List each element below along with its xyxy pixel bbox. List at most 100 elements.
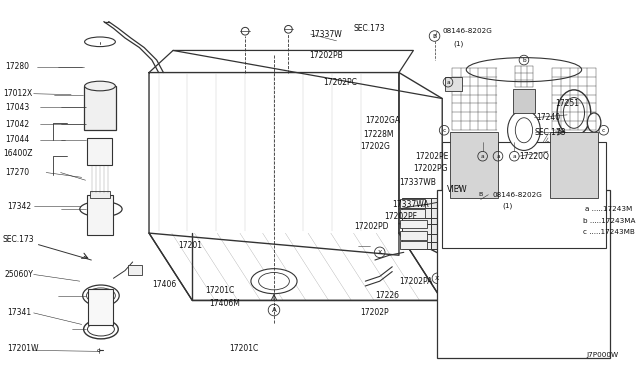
Text: SEC.173: SEC.173 bbox=[354, 24, 385, 33]
Ellipse shape bbox=[90, 91, 111, 98]
Bar bbox=[402, 224, 431, 234]
Text: SEC.173: SEC.173 bbox=[3, 235, 35, 244]
Bar bbox=[509, 150, 538, 161]
Text: 17342: 17342 bbox=[8, 202, 32, 211]
Text: VIEW: VIEW bbox=[447, 185, 468, 194]
Text: 17226: 17226 bbox=[375, 291, 399, 300]
Bar bbox=[550, 132, 598, 198]
Text: 17201: 17201 bbox=[178, 241, 202, 250]
Text: 17220Q: 17220Q bbox=[519, 152, 549, 161]
Text: X: X bbox=[378, 250, 382, 255]
Ellipse shape bbox=[557, 90, 591, 136]
Text: c: c bbox=[602, 128, 605, 133]
Ellipse shape bbox=[92, 103, 109, 111]
Bar bbox=[400, 241, 427, 250]
Ellipse shape bbox=[88, 102, 113, 113]
Ellipse shape bbox=[83, 285, 119, 306]
Text: 17044: 17044 bbox=[5, 135, 29, 144]
Text: 17280: 17280 bbox=[5, 62, 29, 71]
Bar bbox=[442, 142, 605, 247]
Bar bbox=[402, 208, 431, 218]
Bar bbox=[431, 215, 448, 224]
Text: 25060Y: 25060Y bbox=[5, 270, 34, 279]
Bar bbox=[402, 215, 431, 224]
Bar bbox=[402, 199, 431, 208]
Ellipse shape bbox=[84, 81, 115, 91]
Bar bbox=[402, 232, 431, 242]
Bar bbox=[84, 86, 116, 130]
Ellipse shape bbox=[84, 37, 115, 46]
Ellipse shape bbox=[80, 201, 122, 217]
Text: 17202PA: 17202PA bbox=[399, 277, 433, 286]
Text: 17270: 17270 bbox=[5, 168, 29, 177]
Bar bbox=[88, 138, 113, 165]
Text: 17337W: 17337W bbox=[310, 30, 342, 39]
Ellipse shape bbox=[86, 89, 115, 100]
Bar bbox=[90, 112, 109, 119]
Ellipse shape bbox=[508, 110, 540, 150]
Bar bbox=[431, 208, 448, 218]
Text: 17337WA: 17337WA bbox=[392, 200, 429, 209]
Text: 16400Z: 16400Z bbox=[3, 149, 33, 158]
Text: (1): (1) bbox=[454, 41, 464, 47]
Ellipse shape bbox=[84, 320, 118, 339]
Bar bbox=[400, 231, 427, 240]
Text: 17406: 17406 bbox=[152, 280, 176, 289]
Text: o: o bbox=[97, 348, 101, 353]
Text: 17201W: 17201W bbox=[8, 344, 39, 353]
Bar bbox=[431, 240, 448, 250]
Bar bbox=[437, 190, 611, 358]
Text: J7P000W: J7P000W bbox=[586, 352, 619, 358]
Text: a: a bbox=[481, 154, 484, 159]
Text: 17201C: 17201C bbox=[205, 286, 234, 295]
Text: 17240: 17240 bbox=[536, 113, 561, 122]
Ellipse shape bbox=[588, 113, 601, 132]
Text: 08146-8202G: 08146-8202G bbox=[492, 192, 542, 198]
Bar bbox=[400, 199, 425, 208]
Bar bbox=[450, 132, 498, 198]
Text: 17201C: 17201C bbox=[229, 344, 258, 353]
Text: a: a bbox=[513, 154, 516, 159]
Text: X: X bbox=[435, 276, 440, 281]
Text: 17202PG: 17202PG bbox=[413, 164, 448, 173]
Text: (1): (1) bbox=[503, 203, 513, 209]
Text: b: b bbox=[522, 58, 526, 62]
Bar bbox=[88, 289, 113, 326]
Bar bbox=[431, 232, 448, 242]
Text: 17202PD: 17202PD bbox=[354, 222, 388, 231]
Text: c: c bbox=[442, 128, 446, 133]
Bar bbox=[402, 240, 431, 250]
Text: A: A bbox=[458, 185, 461, 190]
Bar bbox=[90, 191, 109, 199]
Ellipse shape bbox=[515, 118, 532, 143]
Text: b .....17243MA: b .....17243MA bbox=[582, 218, 635, 224]
Bar bbox=[400, 219, 427, 228]
Text: 17043: 17043 bbox=[5, 103, 29, 112]
Text: SEC.173: SEC.173 bbox=[534, 128, 566, 137]
Text: 17406M: 17406M bbox=[209, 299, 241, 308]
Text: a .....17243M: a .....17243M bbox=[584, 206, 632, 212]
Text: 17202PC: 17202PC bbox=[323, 78, 357, 87]
Bar bbox=[431, 199, 448, 208]
Ellipse shape bbox=[259, 273, 289, 290]
Text: 17202PE: 17202PE bbox=[415, 152, 449, 161]
Text: 08146-8202G: 08146-8202G bbox=[442, 28, 492, 34]
Text: A: A bbox=[271, 307, 276, 313]
Text: a: a bbox=[446, 80, 450, 85]
Text: 17012X: 17012X bbox=[3, 89, 32, 98]
Text: c .....17243MB: c .....17243MB bbox=[582, 229, 634, 235]
Text: 17228M: 17228M bbox=[364, 129, 394, 139]
Bar bbox=[445, 77, 463, 91]
Ellipse shape bbox=[86, 288, 115, 303]
Text: 17202GA: 17202GA bbox=[365, 116, 401, 125]
Text: B: B bbox=[433, 33, 436, 39]
Ellipse shape bbox=[88, 323, 115, 336]
Text: 17042: 17042 bbox=[5, 120, 29, 129]
Text: a: a bbox=[496, 154, 500, 159]
Bar bbox=[128, 265, 142, 275]
Text: 17202PF: 17202PF bbox=[385, 212, 417, 221]
Text: 17341: 17341 bbox=[8, 308, 32, 317]
Text: 17251: 17251 bbox=[556, 99, 580, 108]
Bar bbox=[86, 195, 113, 235]
Ellipse shape bbox=[251, 269, 297, 294]
